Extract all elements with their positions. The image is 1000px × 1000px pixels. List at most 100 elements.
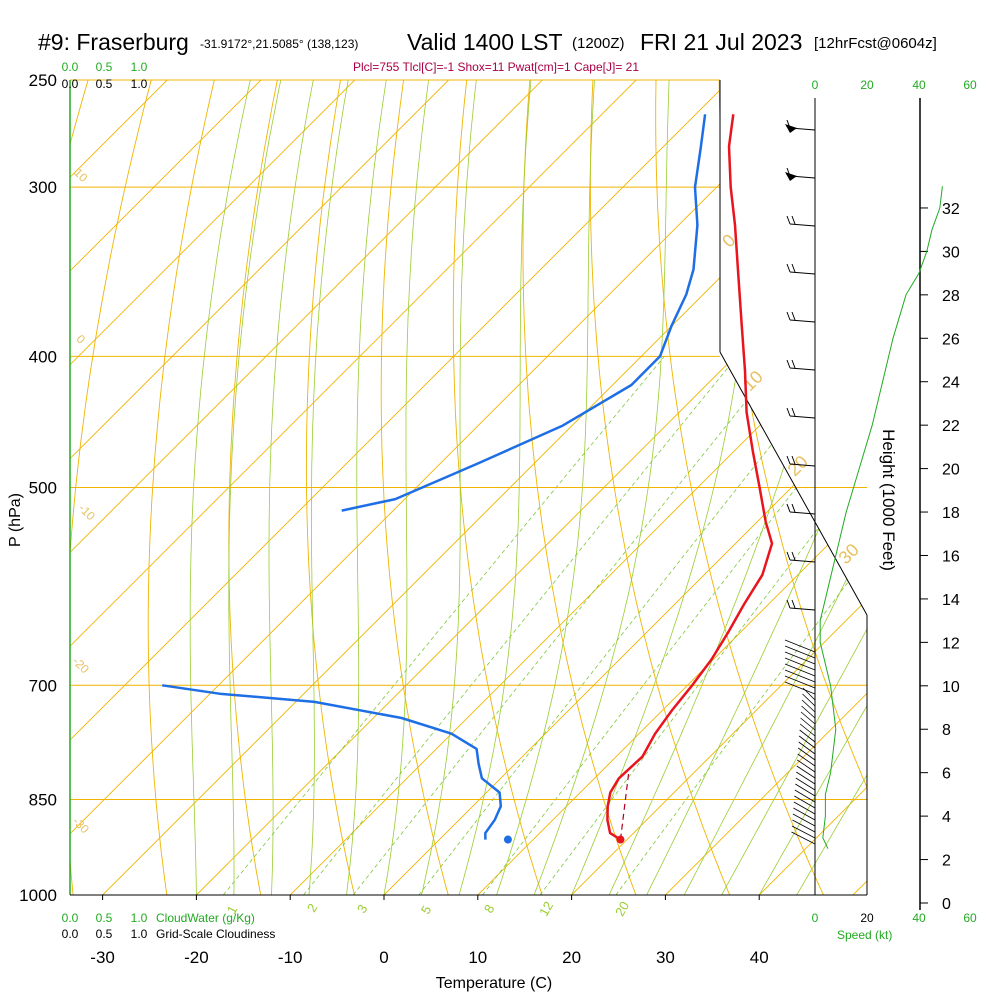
moist-adiabat-line (346, 80, 391, 895)
cloud-water-scale-bottom: 0.0 (62, 911, 79, 925)
wind-barb-staff (799, 723, 816, 737)
speed-tick-label-top: 20 (860, 78, 874, 92)
height-tick-label: 26 (942, 331, 960, 348)
wind-barb-staff (800, 717, 816, 731)
temperature-profile-line (606, 114, 774, 841)
isotherm-line (102, 80, 867, 895)
dry-adiabat-line (655, 80, 838, 895)
cloud-water-scale-bottom: 0.5 (96, 911, 113, 925)
dewpoint-profile-line (162, 684, 503, 840)
cloudiness-scale-bottom: 0.5 (96, 927, 113, 941)
wind-barb-staff (798, 741, 816, 755)
wind-barb (786, 359, 816, 371)
height-tick-label: 8 (942, 722, 951, 739)
surface-temperature-point (616, 835, 625, 844)
stability-parameters: Plcl=755 Tlcl[C]=-1 Shox=11 Pwat[cm]=1 C… (353, 60, 639, 74)
wind-barb-staff (792, 813, 816, 827)
height-axis-label: Height (1000 Feet) (879, 429, 898, 571)
isotherm-line (70, 80, 862, 895)
cloudiness-label: Grid-Scale Cloudiness (156, 927, 275, 941)
mixing-ratio-label: 12 (536, 899, 556, 919)
moist-adiabat-line (758, 80, 867, 895)
cloudiness-scale-top: 0.0 (62, 77, 79, 91)
dry-adiabat-line (452, 80, 553, 895)
speed-tick-label-bottom: 40 (912, 911, 926, 925)
dry-adiabat-line (70, 80, 159, 895)
cloud-water-scale-bottom: 1.0 (131, 911, 148, 925)
temperature-tick-label: 40 (750, 948, 769, 967)
wind-barb-staff (784, 681, 816, 695)
wind-barb (786, 551, 816, 563)
height-tick-label: 28 (942, 288, 960, 305)
moist-adiabat-line (421, 80, 480, 895)
diagonal-border (719, 351, 868, 616)
sounding-profiles (162, 114, 774, 844)
height-tick-label: 0 (942, 896, 951, 913)
dry-adiabat-line (305, 80, 362, 895)
wind-speed-profile-line (819, 186, 943, 849)
height-tick-label: 30 (942, 244, 960, 261)
cloud-water-scale-top: 1.0 (131, 60, 148, 74)
moist-adiabat-line (721, 80, 867, 895)
dry-adiabat-line (589, 80, 743, 895)
height-tick-label: 10 (942, 679, 960, 696)
height-tick-label: 20 (942, 462, 960, 479)
station-title: #9: Fraserburg (38, 29, 189, 55)
wind-barb-staff (797, 753, 816, 767)
height-tick-label: 18 (942, 505, 960, 522)
forecast-run: [12hrFcst@0604z] (814, 35, 937, 52)
wind-barb-staff (795, 783, 816, 797)
dry-adiabat-line (380, 80, 457, 895)
moist-adiabat-line (533, 80, 671, 895)
dewpoint-profile-line (341, 114, 707, 512)
pressure-tick-label: 500 (29, 479, 57, 498)
wind-barb (786, 311, 816, 323)
height-tick-label: 22 (942, 418, 960, 435)
wind-barb (786, 263, 816, 275)
wind-barb-staff (784, 675, 816, 689)
wind-barb-staff (798, 735, 816, 749)
temperature-tick-label: 30 (656, 948, 675, 967)
isotherm-line (70, 80, 487, 895)
temperature-tick-label: -30 (90, 948, 115, 967)
temperature-tick-label: 10 (468, 948, 487, 967)
isotherm-line (665, 80, 867, 895)
dry-adiabat-line (147, 80, 221, 895)
height-tick-label: 24 (942, 375, 960, 392)
isotherm-line (70, 80, 768, 895)
wind-barb-staff (784, 651, 816, 665)
speed-tick-label-bottom: 20 (860, 911, 874, 925)
cloud-water-scale-top: 0.0 (62, 60, 79, 74)
wind-barb-staff (791, 825, 816, 839)
wind-barb-staff (784, 663, 816, 677)
cloud-water-label: CloudWater (g/Kg) (156, 911, 255, 925)
wind-barb-staff (800, 711, 816, 725)
wind-barb (786, 455, 816, 467)
valid-time: Valid 1400 LST (407, 29, 563, 55)
speed-axis-label: Speed (kt) (837, 928, 892, 942)
temperature-tick-label: 20 (562, 948, 581, 967)
wind-barb-staff (797, 747, 816, 761)
wind-barb (785, 119, 816, 133)
height-tick-label: 2 (942, 853, 951, 870)
speed-tick-label-bottom: 0 (812, 911, 819, 925)
moist-adiabat-line (383, 80, 433, 895)
wind-barb (786, 407, 816, 419)
wind-barb-staff (799, 729, 816, 743)
mixing-ratio-line (418, 356, 842, 895)
pressure-tick-label: 400 (29, 347, 57, 366)
wind-barb-staff (797, 759, 816, 773)
wind-barb-staff (793, 807, 816, 821)
wind-barb-staff (796, 765, 816, 779)
moist-adiabat-line (683, 80, 867, 895)
moist-adiabat-line (796, 80, 867, 895)
pressure-tick-label: 250 (29, 71, 57, 90)
pressure-tick-label: 1000 (19, 886, 57, 905)
wind-barb (786, 599, 816, 611)
speed-tick-label-top: 40 (912, 78, 926, 92)
isotherm-line (70, 80, 581, 895)
wind-barb-staff (802, 687, 816, 701)
wind-barb-staff (801, 699, 816, 713)
moist-adiabat-line (308, 80, 353, 895)
